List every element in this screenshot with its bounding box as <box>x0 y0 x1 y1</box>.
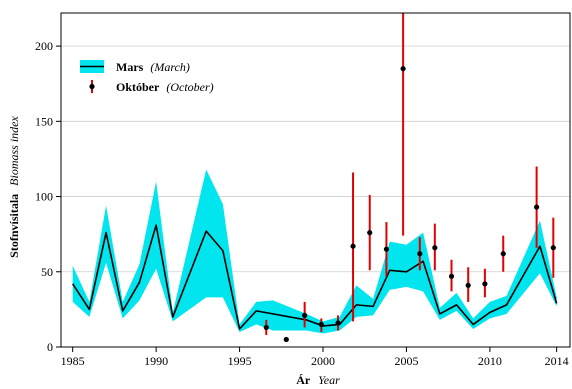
plot-frame <box>60 12 571 348</box>
x-axis-title-sub: Year <box>318 373 340 387</box>
y-tick-label-50: 50 <box>41 265 53 279</box>
oktober-point-15 <box>534 204 540 210</box>
legend-oktober-name-en: (October) <box>166 80 213 94</box>
plot-area <box>72 13 558 343</box>
oktober-point-7 <box>383 246 390 252</box>
oktober-point-3 <box>318 321 324 328</box>
x-axis-title: Ár Year <box>296 371 340 388</box>
oktober-point-14 <box>500 251 506 257</box>
oktober-point-0 <box>263 324 269 331</box>
y-axis-title: Stofnvísitala Biomass index <box>5 115 22 257</box>
y-tick-label-0: 0 <box>47 340 53 354</box>
legend: Mars (March) Október (October) <box>80 58 214 95</box>
oktober-point-8 <box>400 66 406 72</box>
oktober-point-16 <box>550 245 556 251</box>
oktober-point-2 <box>302 312 308 319</box>
x-tick-label-1990: 1990 <box>144 354 168 368</box>
y-axis-title-main: Stofnvísitala <box>7 194 21 258</box>
y-tick-label-100: 100 <box>35 190 53 204</box>
y-axis: 0 50 100 150 200 <box>35 39 61 354</box>
oktober-point-10 <box>432 245 438 251</box>
oktober-point-13 <box>482 281 488 287</box>
x-tick-label-2005: 2005 <box>394 354 418 368</box>
x-tick-label-2010: 2010 <box>478 354 502 368</box>
oktober-point-11 <box>448 273 455 279</box>
x-axis: 1985 1990 1995 2000 2005 2010 2014 <box>61 347 569 368</box>
legend-oktober-label: Október (October) <box>116 78 214 95</box>
oktober-point-4 <box>335 320 341 326</box>
legend-oktober-point-swatch <box>89 83 95 90</box>
y-tick-label-150: 150 <box>35 114 53 128</box>
y-tick-label-200: 200 <box>35 39 53 53</box>
mars-confidence-band <box>72 169 557 334</box>
legend-oktober-name: Október <box>116 80 160 94</box>
oktober-point-12 <box>465 282 471 288</box>
legend-mars-name: Mars <box>116 60 144 74</box>
x-tick-label-2014: 2014 <box>545 354 569 368</box>
x-axis-title-main: Ár <box>296 373 311 387</box>
legend-mars-label: Mars (March) <box>116 58 190 75</box>
legend-mars-name-en: (March) <box>150 60 190 74</box>
x-tick-label-2000: 2000 <box>311 354 335 368</box>
x-tick-label-1995: 1995 <box>228 354 252 368</box>
oktober-point-1 <box>283 336 289 343</box>
oktober-point-9 <box>417 251 423 257</box>
oktober-point-5 <box>350 243 356 249</box>
x-tick-label-1985: 1985 <box>61 354 85 368</box>
y-axis-title-sub: Biomass index <box>7 115 21 185</box>
oktober-point-6 <box>367 230 373 236</box>
